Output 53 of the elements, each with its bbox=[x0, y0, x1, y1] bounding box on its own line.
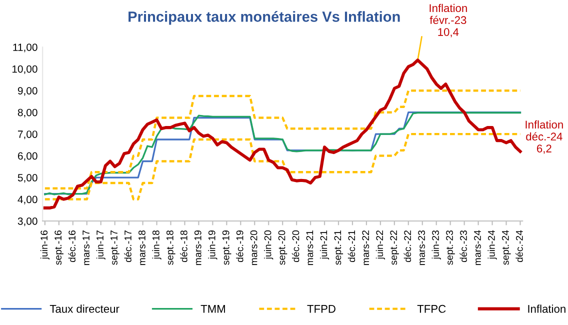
x-tick-label: sept.-21 bbox=[334, 230, 344, 265]
x-tick-label: sept.-17 bbox=[110, 230, 120, 265]
x-tick-label: déc.-23 bbox=[460, 230, 467, 262]
legend-label: TMM bbox=[200, 305, 225, 313]
x-tick-label: mars-18 bbox=[138, 230, 146, 266]
legend-label: Taux directeur bbox=[50, 304, 120, 313]
y-tick-label: 5,00 bbox=[18, 174, 38, 183]
legend-label: TFPD bbox=[307, 305, 336, 313]
x-tick-label: sept.-18 bbox=[166, 230, 176, 265]
y-tick-label: 10,00 bbox=[12, 65, 38, 74]
x-tick-label: mars-22 bbox=[362, 230, 370, 266]
y-tick-label: 3,00 bbox=[18, 218, 38, 226]
y-tick-label: 4,00 bbox=[18, 196, 38, 204]
x-tick-label: juin-23 bbox=[432, 230, 441, 260]
legend-label: TFPC bbox=[417, 304, 446, 313]
text: Inflation févr.-23 10,4 bbox=[430, 4, 467, 38]
x-tick-label: déc.-21 bbox=[348, 230, 356, 262]
x-tick-label: déc.-19 bbox=[236, 230, 244, 262]
legend-label: Inflation bbox=[528, 304, 566, 313]
x-tick-label: juin-22 bbox=[376, 230, 385, 260]
x-tick-label: déc.-20 bbox=[292, 230, 300, 262]
text: Inflation déc.-24 6,2 bbox=[526, 120, 563, 154]
x-tick-label: sept.-24 bbox=[502, 230, 511, 265]
x-tick-label: juin-24 bbox=[488, 230, 497, 260]
x-tick-label: sept.-23 bbox=[446, 230, 455, 265]
x-tick-label: mars-19 bbox=[194, 230, 202, 266]
x-tick-label: sept.-20 bbox=[278, 230, 288, 265]
y-tick-label: 7,00 bbox=[18, 130, 38, 140]
x-tick-label: mars-20 bbox=[250, 230, 258, 266]
x-tick-label: juin-20 bbox=[264, 230, 274, 260]
x-tick-label: sept.-22 bbox=[390, 230, 399, 265]
y-tick-label: 8,00 bbox=[18, 108, 38, 118]
line-series bbox=[43, 58, 522, 210]
x-tick-label: sept.-19 bbox=[222, 230, 232, 265]
x-tick-label: déc.-17 bbox=[124, 230, 132, 262]
x-tick-label: déc.-16 bbox=[68, 230, 76, 262]
y-tick-label: 9,00 bbox=[18, 87, 38, 96]
chart-title: Principaux taux monétaires Vs Inflation bbox=[128, 11, 400, 25]
y-tick-label: 6,00 bbox=[18, 152, 38, 161]
x-tick-label: juin-17 bbox=[96, 230, 106, 260]
x-tick-label: mars-24 bbox=[474, 230, 481, 266]
x-tick-label: mars-21 bbox=[306, 230, 314, 266]
x-tick-label: juin-16 bbox=[40, 230, 50, 260]
x-tick-label: mars-17 bbox=[82, 230, 90, 266]
x-tick-label: juin-18 bbox=[152, 230, 162, 260]
y-tick-label: 11,00 bbox=[13, 44, 38, 52]
x-tick-label: sept.-16 bbox=[54, 230, 64, 265]
x-tick-label: juin-21 bbox=[320, 230, 330, 260]
x-tick-label: déc.-24 bbox=[516, 230, 523, 262]
x-tick-label: juin-19 bbox=[208, 230, 218, 260]
x-tick-label: mars-23 bbox=[418, 230, 425, 266]
x-tick-label: déc.-18 bbox=[180, 230, 188, 262]
x-tick-label: déc.-22 bbox=[404, 230, 412, 262]
